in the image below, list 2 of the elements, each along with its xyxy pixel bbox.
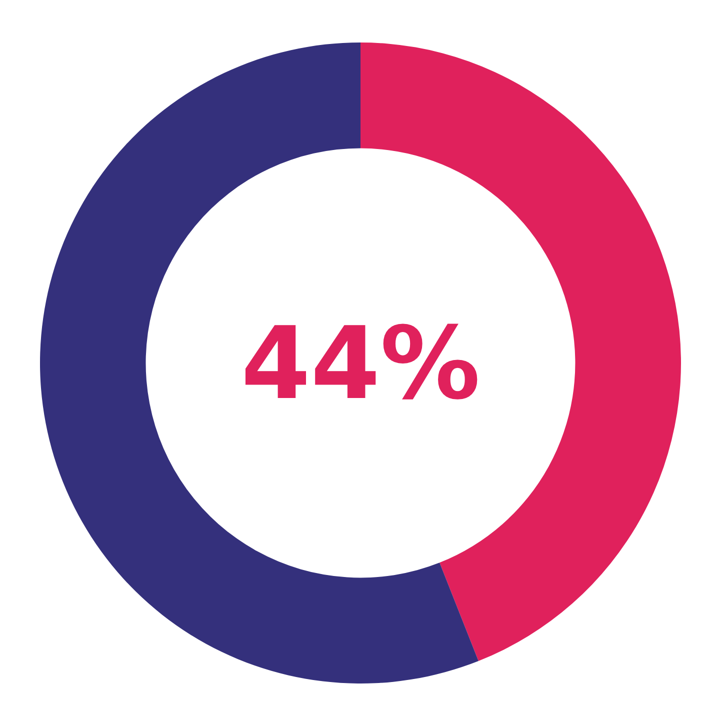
text: 44% — [241, 305, 480, 422]
donut-slice — [40, 42, 478, 684]
